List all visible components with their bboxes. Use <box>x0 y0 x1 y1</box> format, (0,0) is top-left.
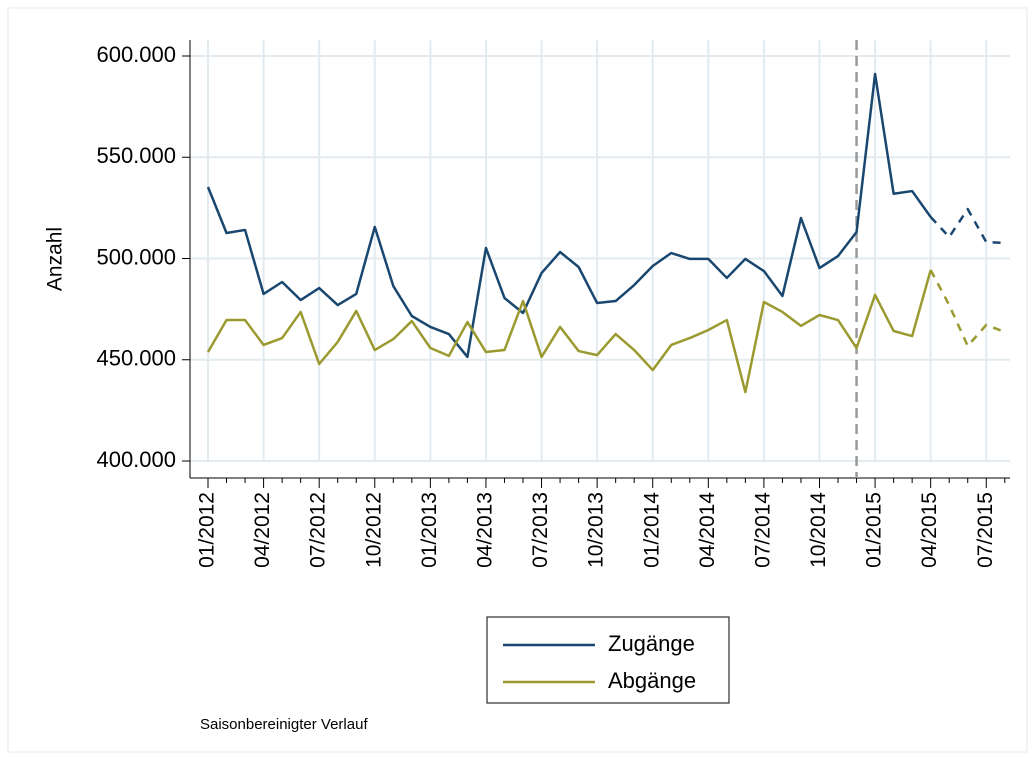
x-tick-label: 07/2013 <box>529 492 552 568</box>
legend-label: Zugänge <box>608 631 695 656</box>
y-tick-label: 500.000 <box>96 244 176 269</box>
x-tick-label: 04/2013 <box>473 492 496 568</box>
y-tick-label: 400.000 <box>96 447 176 472</box>
x-tick-label: 10/2012 <box>362 492 385 568</box>
x-tick-label: 07/2012 <box>307 492 330 568</box>
x-tick-label: 01/2015 <box>863 492 886 568</box>
y-tick-label: 450.000 <box>96 346 176 371</box>
note: Saisonbereinigter Verlauf <box>200 716 368 733</box>
y-tick-label: 550.000 <box>96 143 176 168</box>
x-tick-label: 04/2014 <box>696 492 719 568</box>
legend-box <box>486 616 730 704</box>
x-tick-label: 10/2013 <box>585 492 608 568</box>
y-axis-title: Anzahl <box>44 227 67 291</box>
x-tick-label: 01/2012 <box>196 492 219 568</box>
x-tick-label: 04/2015 <box>918 492 941 568</box>
x-tick-label: 10/2014 <box>807 492 830 568</box>
x-tick-label: 04/2012 <box>251 492 274 568</box>
x-tick-label: 01/2014 <box>640 492 663 568</box>
x-tick-label: 01/2013 <box>418 492 441 568</box>
x-tick-label: 07/2015 <box>974 492 997 568</box>
series-line <box>206 269 932 394</box>
x-tick-label: 07/2014 <box>751 492 774 568</box>
series-line <box>206 72 932 359</box>
y-tick-label: 600.000 <box>96 42 176 67</box>
series-line-forecast <box>929 207 1005 245</box>
legend-label: Abgänge <box>608 668 696 693</box>
